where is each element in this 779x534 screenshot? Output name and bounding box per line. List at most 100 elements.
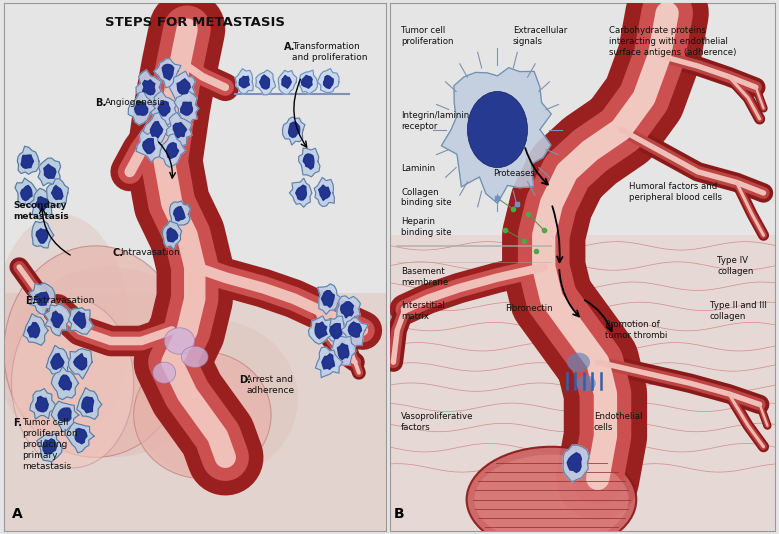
Polygon shape	[23, 313, 48, 345]
Polygon shape	[51, 354, 64, 370]
Text: STEPS FOR METASTASIS: STEPS FOR METASTASIS	[104, 16, 285, 29]
Polygon shape	[303, 154, 314, 169]
Polygon shape	[29, 283, 55, 315]
Text: Basement
membrane: Basement membrane	[401, 267, 449, 287]
Polygon shape	[15, 178, 39, 207]
Polygon shape	[315, 347, 343, 378]
Polygon shape	[51, 185, 63, 200]
Text: Interstitial
matrix: Interstitial matrix	[401, 301, 445, 321]
Polygon shape	[150, 122, 163, 138]
Polygon shape	[30, 189, 52, 219]
Polygon shape	[44, 164, 56, 178]
Polygon shape	[46, 345, 71, 377]
Polygon shape	[331, 336, 356, 366]
Text: Proteases: Proteases	[494, 169, 535, 178]
Polygon shape	[299, 70, 318, 94]
Polygon shape	[314, 177, 334, 207]
Polygon shape	[75, 428, 87, 444]
Polygon shape	[136, 70, 161, 104]
Polygon shape	[21, 185, 32, 201]
Text: Type IV
collagen: Type IV collagen	[717, 256, 753, 276]
Text: C.: C.	[113, 248, 124, 258]
Polygon shape	[35, 292, 49, 305]
Polygon shape	[151, 91, 177, 125]
Polygon shape	[235, 69, 253, 94]
Polygon shape	[27, 323, 40, 338]
Polygon shape	[69, 349, 92, 379]
Polygon shape	[82, 397, 93, 413]
Text: Tumor cell
proliferation
producing
primary
metastasis: Tumor cell proliferation producing prima…	[23, 418, 78, 471]
Polygon shape	[38, 158, 61, 186]
Polygon shape	[43, 439, 56, 454]
Ellipse shape	[467, 91, 527, 168]
Polygon shape	[259, 75, 270, 89]
Polygon shape	[173, 122, 187, 138]
Text: Extracellular
signals: Extracellular signals	[513, 27, 567, 46]
Polygon shape	[308, 316, 335, 344]
Polygon shape	[323, 76, 333, 89]
Text: D.: D.	[238, 375, 250, 386]
Polygon shape	[73, 312, 86, 328]
Polygon shape	[32, 221, 54, 248]
Text: Endothelial
cells: Endothelial cells	[594, 412, 642, 432]
Polygon shape	[340, 302, 354, 318]
Polygon shape	[47, 179, 69, 208]
Ellipse shape	[474, 454, 629, 534]
Polygon shape	[159, 134, 185, 167]
Polygon shape	[36, 229, 48, 243]
Text: Humoral factors and
peripheral blood cells: Humoral factors and peripheral blood cel…	[629, 183, 721, 202]
Text: Integrin/laminin
receptor: Integrin/laminin receptor	[401, 111, 469, 131]
Polygon shape	[256, 70, 276, 95]
Polygon shape	[563, 445, 589, 482]
Polygon shape	[36, 197, 48, 211]
Ellipse shape	[567, 352, 590, 372]
Polygon shape	[348, 322, 361, 337]
Polygon shape	[282, 75, 291, 88]
Polygon shape	[290, 178, 312, 207]
Polygon shape	[174, 91, 199, 124]
Text: Transformation
and proliferation: Transformation and proliferation	[292, 42, 368, 62]
Text: Carbohydrate proteins
interacting with endothelial
surface antigens (adherence): Carbohydrate proteins interacting with e…	[609, 27, 737, 57]
Polygon shape	[337, 296, 361, 325]
Polygon shape	[442, 68, 552, 203]
Polygon shape	[341, 318, 368, 347]
Polygon shape	[318, 284, 342, 315]
Text: Secondary
metastasis: Secondary metastasis	[13, 201, 69, 221]
Polygon shape	[163, 221, 182, 250]
Text: Laminin: Laminin	[401, 164, 435, 173]
Ellipse shape	[0, 214, 130, 447]
Polygon shape	[322, 290, 334, 308]
Polygon shape	[136, 130, 163, 162]
Text: B.: B.	[96, 98, 107, 108]
Ellipse shape	[182, 346, 208, 367]
Polygon shape	[567, 453, 581, 473]
Text: Angiogenesis: Angiogenesis	[105, 98, 165, 107]
Polygon shape	[51, 367, 79, 399]
Polygon shape	[158, 101, 170, 116]
Polygon shape	[37, 433, 62, 462]
Polygon shape	[298, 148, 320, 177]
Polygon shape	[169, 71, 196, 102]
Text: B: B	[393, 507, 404, 521]
Polygon shape	[17, 146, 39, 174]
Polygon shape	[21, 155, 33, 168]
Polygon shape	[319, 185, 330, 200]
Polygon shape	[166, 143, 178, 159]
Polygon shape	[30, 389, 55, 419]
Text: Collagen
binding site: Collagen binding site	[401, 187, 452, 207]
Text: A.: A.	[284, 42, 296, 52]
Text: Promotion of
tumor thrombi: Promotion of tumor thrombi	[605, 320, 668, 340]
Polygon shape	[174, 207, 185, 221]
Ellipse shape	[4, 246, 187, 457]
Polygon shape	[58, 408, 71, 421]
Polygon shape	[337, 343, 349, 359]
Text: Vasoproliferative
factors: Vasoproliferative factors	[401, 412, 474, 432]
Polygon shape	[288, 122, 300, 137]
Polygon shape	[36, 396, 48, 412]
Polygon shape	[322, 354, 334, 370]
Text: Type II and III
collagen: Type II and III collagen	[710, 301, 767, 321]
Polygon shape	[143, 80, 155, 95]
Polygon shape	[167, 228, 178, 242]
Polygon shape	[283, 117, 305, 145]
Polygon shape	[323, 316, 349, 345]
